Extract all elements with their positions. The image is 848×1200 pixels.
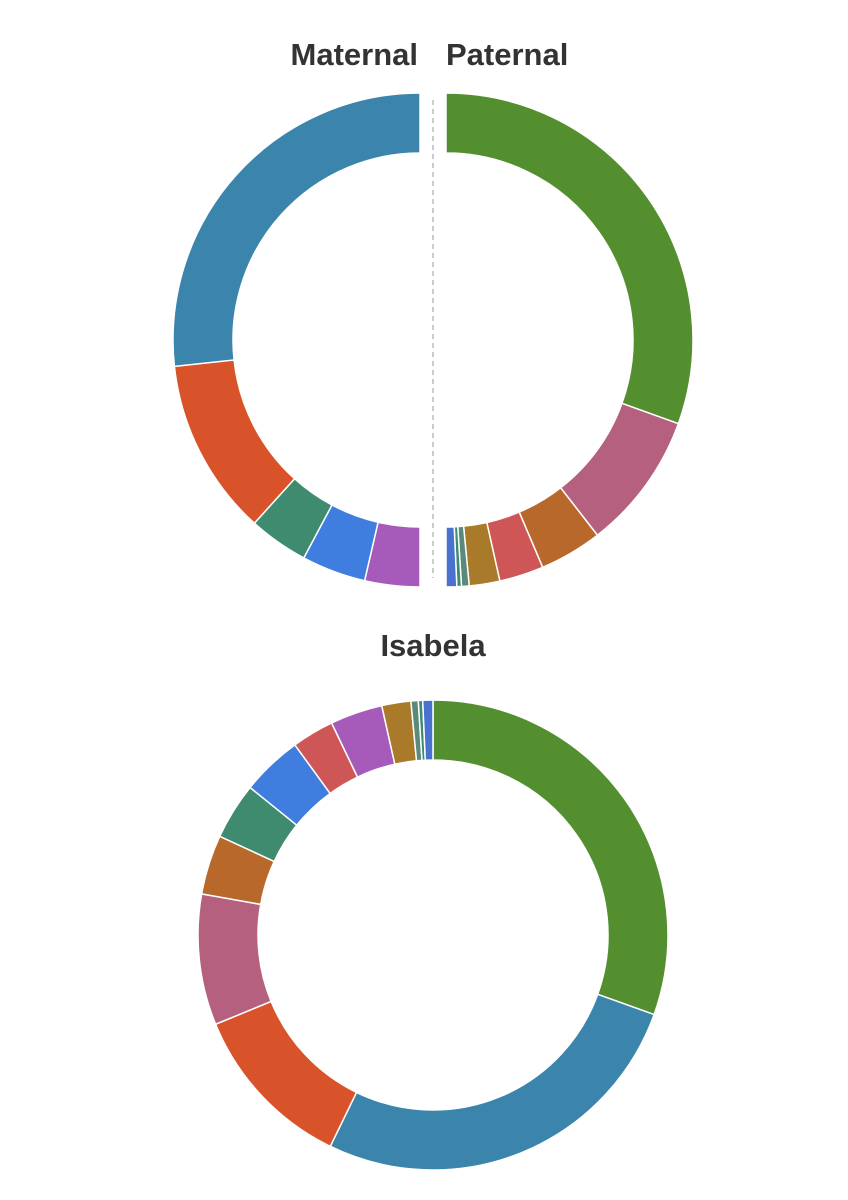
donut-slice (445, 92, 694, 425)
donut-slice (329, 993, 656, 1171)
chart-title: Paternal (446, 37, 568, 72)
donut-slice (421, 699, 434, 761)
donut-slice (197, 893, 273, 1026)
donut-slice (445, 526, 458, 588)
chart-title: Maternal (291, 37, 418, 72)
donut-slice (173, 359, 296, 525)
donut-slice (432, 699, 669, 1016)
chart-title: Isabela (380, 628, 486, 663)
donut-slice (214, 1000, 358, 1148)
donut-slice (172, 92, 421, 368)
